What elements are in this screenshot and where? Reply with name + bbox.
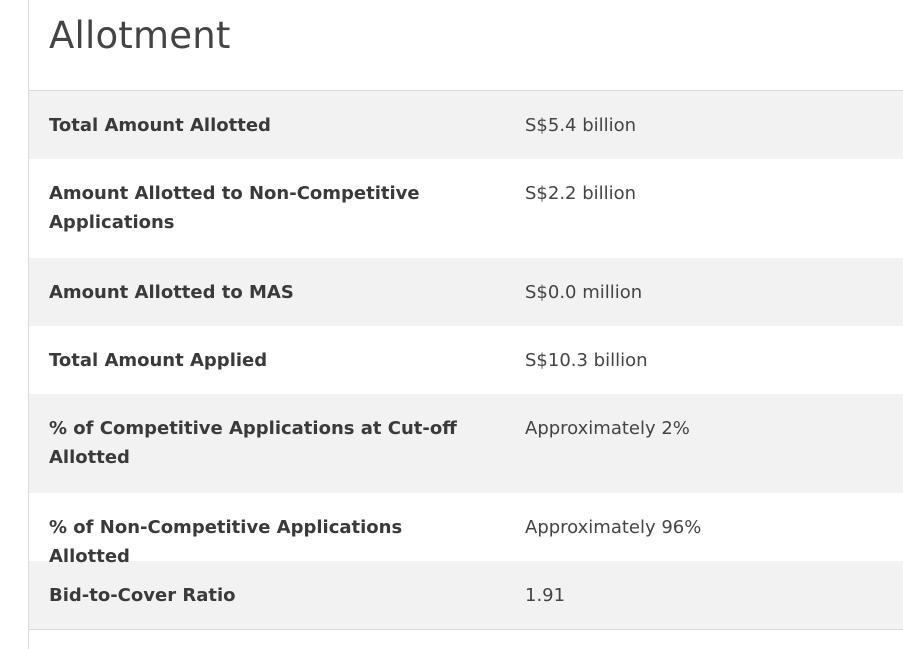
row-label: % of Non-Competitive Applications Allott… (49, 517, 403, 567)
table-row-amount-allotted-non-competitive: Amount Allotted to Non-Competitive Appli… (29, 159, 903, 258)
row-label: % of Competitive Applications at Cut-off… (49, 418, 457, 468)
row-label: Amount Allotted to MAS (49, 282, 294, 303)
table-row-amount-allotted-mas: Amount Allotted to MAS S$0.0 million (29, 258, 903, 326)
row-value: Approximately 96% (525, 517, 702, 538)
row-value: S$0.0 million (525, 282, 643, 303)
table-row-competitive-cutoff-allotted: % of Competitive Applications at Cut-off… (29, 394, 903, 493)
row-value: Approximately 2% (525, 418, 690, 439)
section-title: Allotment (49, 14, 231, 57)
table-row-total-amount-allotted: Total Amount Allotted S$5.4 billion (29, 91, 903, 159)
table-row-total-amount-applied: Total Amount Applied S$10.3 billion (29, 326, 903, 394)
table-row-bid-to-cover-ratio: Bid-to-Cover Ratio 1.91 (29, 561, 903, 629)
row-value: 1.91 (525, 585, 566, 606)
allotment-panel: Allotment Total Amount Allotted S$5.4 bi… (29, 0, 903, 649)
row-value: S$10.3 billion (525, 350, 648, 371)
row-value: S$2.2 billion (525, 183, 637, 204)
row-label: Total Amount Allotted (49, 115, 271, 136)
row-value: S$5.4 billion (525, 115, 637, 136)
row-label: Total Amount Applied (49, 350, 268, 371)
left-border (28, 0, 29, 649)
allotment-table: Total Amount Allotted S$5.4 billion Amou… (29, 90, 903, 630)
row-label: Amount Allotted to Non-Competitive Appli… (49, 183, 420, 233)
table-row-non-competitive-allotted: % of Non-Competitive Applications Allott… (29, 493, 903, 567)
row-label: Bid-to-Cover Ratio (49, 585, 236, 606)
